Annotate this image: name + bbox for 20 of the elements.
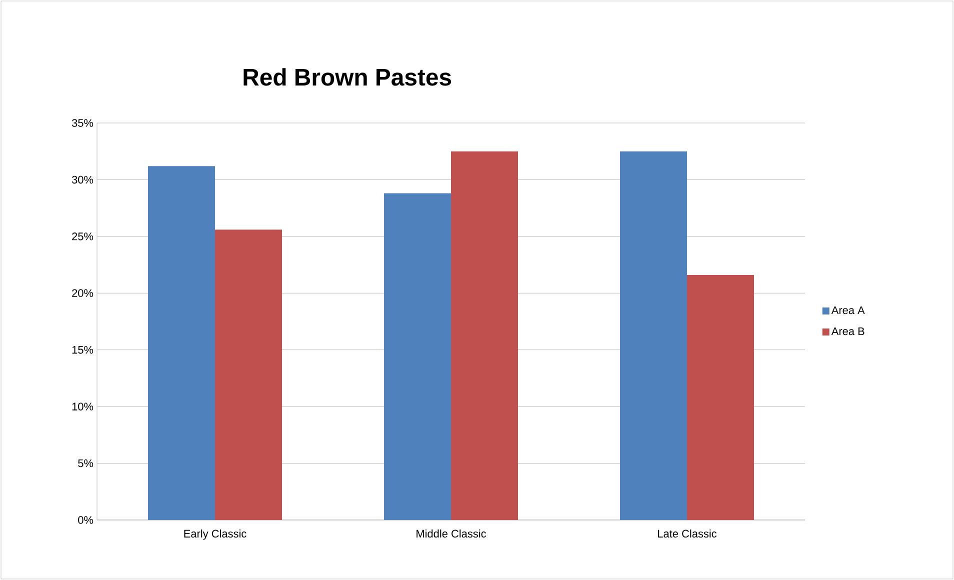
x-tick-label: Middle Classic bbox=[416, 530, 486, 538]
legend-label: Area A bbox=[831, 306, 865, 314]
bar bbox=[215, 230, 282, 520]
bar bbox=[687, 274, 754, 520]
bar bbox=[384, 193, 452, 520]
legend-label: Area B bbox=[831, 327, 864, 336]
y-tick-label: 30% bbox=[72, 176, 94, 184]
y-tick-label: 25% bbox=[72, 232, 94, 240]
y-tick-label: 20% bbox=[72, 289, 94, 298]
chart-title: Red Brown Pastes bbox=[244, 68, 452, 86]
bar bbox=[620, 151, 688, 520]
y-tick-label: 15% bbox=[72, 346, 94, 354]
y-tick-label: 5% bbox=[78, 459, 94, 468]
x-tick-label: Early Classic bbox=[184, 530, 246, 540]
bar bbox=[148, 166, 216, 520]
bar bbox=[451, 151, 518, 520]
y-tick-label: 35% bbox=[72, 119, 94, 127]
y-tick-label: 0% bbox=[78, 516, 94, 524]
x-tick-label: Late Classic bbox=[658, 530, 717, 538]
y-tick-label: 10% bbox=[72, 402, 94, 410]
